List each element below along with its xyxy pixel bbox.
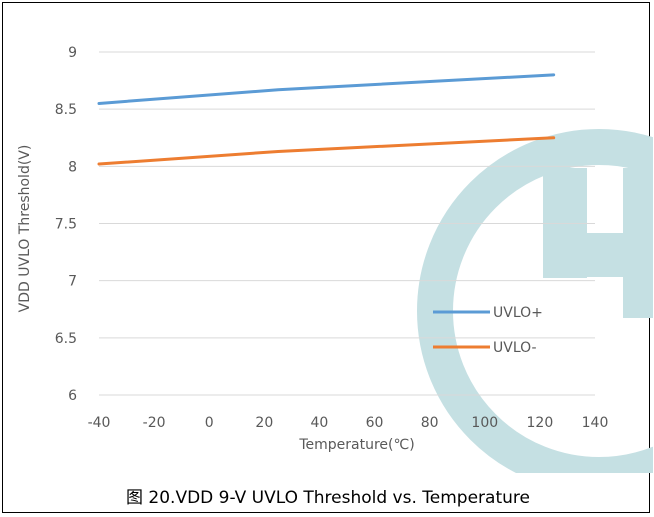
gridlines bbox=[99, 51, 595, 396]
x-tick-label: 140 bbox=[582, 415, 609, 431]
x-tick-label: -20 bbox=[143, 415, 166, 431]
x-tick-label: -40 bbox=[88, 415, 111, 431]
watermark-bar-mid bbox=[543, 233, 653, 277]
legend-label: UVLO- bbox=[493, 340, 537, 356]
y-tick-label: 7 bbox=[68, 274, 77, 290]
x-axis-title: Temperature(℃) bbox=[298, 437, 414, 453]
y-tick-label: 8.5 bbox=[55, 102, 77, 118]
x-tick-label: 100 bbox=[471, 415, 498, 431]
y-tick-label: 9 bbox=[68, 45, 77, 61]
chart: 6 6.5 7 7.5 8 8.5 9 -40 -20 0 20 40 60 80 100 120 140 U… bbox=[17, 45, 653, 473]
legend-label: UVLO+ bbox=[493, 305, 543, 321]
y-tick-label: 7.5 bbox=[55, 217, 77, 233]
y-tick-label: 8 bbox=[68, 159, 77, 175]
legend: UVLO+ UVLO- bbox=[433, 305, 543, 356]
x-tick-label: 80 bbox=[421, 415, 439, 431]
series-lines bbox=[97, 73, 556, 166]
y-tick-label: 6.5 bbox=[55, 331, 77, 347]
x-tick-label: 20 bbox=[255, 415, 273, 431]
y-tick-label: 6 bbox=[68, 388, 77, 404]
x-tick-label: 120 bbox=[527, 415, 554, 431]
y-axis-title: VDD UVLO Threshold(V) bbox=[17, 145, 33, 313]
y-axis-ticks: 6 6.5 7 7.5 8 8.5 9 bbox=[55, 45, 77, 404]
series-line-UVLO+ bbox=[97, 73, 556, 105]
x-axis-ticks: -40 -20 0 20 40 60 80 100 120 140 bbox=[88, 415, 609, 431]
figure-caption: 图 20.VDD 9-V UVLO Threshold vs. Temperat… bbox=[126, 488, 530, 508]
series-line-UVLO- bbox=[97, 136, 556, 166]
x-tick-label: 60 bbox=[366, 415, 384, 431]
x-tick-label: 40 bbox=[311, 415, 329, 431]
x-tick-label: 0 bbox=[205, 415, 214, 431]
